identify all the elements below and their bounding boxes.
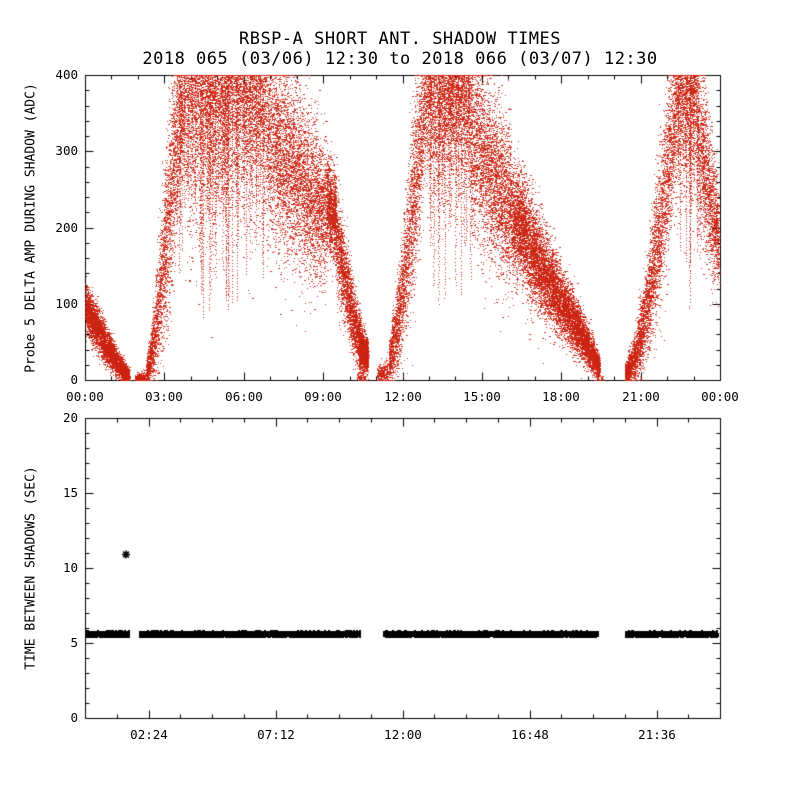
bottom-x-tick-label: 21:36	[638, 727, 676, 742]
top-x-tick-label: 06:00	[225, 389, 263, 404]
top-y-tick-label: 0	[70, 372, 78, 387]
top-x-tick-label: 00:00	[66, 389, 104, 404]
bottom-y-tick-label: 5	[70, 635, 78, 650]
top-x-tick-label: 00:00	[701, 389, 739, 404]
page-subtitle: 2018 065 (03/06) 12:30 to 2018 066 (03/0…	[142, 49, 658, 69]
bottom-y-tick-label: 0	[70, 710, 78, 725]
top-y-tick-label: 300	[55, 143, 78, 158]
bottom-x-tick-label: 16:48	[511, 727, 549, 742]
top-x-tick-label: 12:00	[384, 389, 422, 404]
page-title: RBSP-A SHORT ANT. SHADOW TIMES	[238, 29, 562, 49]
bottom-y-tick-label: 20	[62, 410, 78, 425]
top-y-tick-label: 200	[55, 220, 78, 235]
bottom-y-tick-label: 10	[62, 560, 78, 575]
top-x-tick-label: 03:00	[145, 389, 183, 404]
top-y-tick-label: 400	[55, 67, 78, 82]
top-x-tick-label: 15:00	[463, 389, 501, 404]
top-x-tick-label: 21:00	[622, 389, 660, 404]
bottom-y-tick-label: 15	[62, 485, 78, 500]
top-y-tick-label: 100	[55, 296, 78, 311]
top-x-tick-label: 09:00	[304, 389, 342, 404]
top-x-tick-label: 18:00	[542, 389, 580, 404]
bottom-x-tick-label: 07:12	[257, 727, 295, 742]
bottom-x-tick-label: 12:00	[384, 727, 422, 742]
bottom-x-tick-label: 02:24	[130, 727, 168, 742]
